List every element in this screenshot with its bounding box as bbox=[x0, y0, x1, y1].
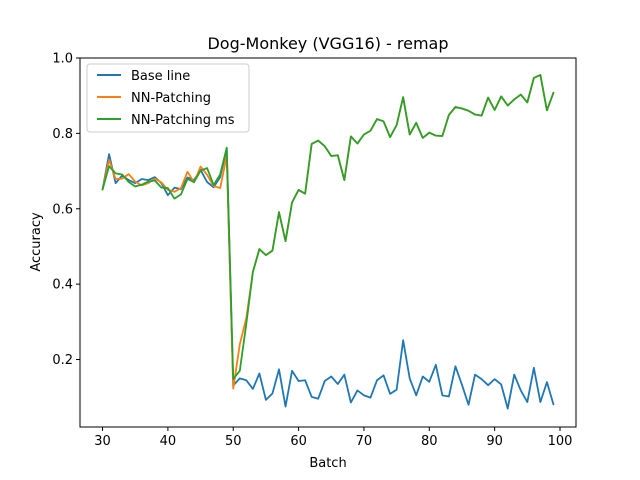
x-tick-label: 90 bbox=[486, 434, 503, 449]
x-tick-label: 100 bbox=[548, 434, 573, 449]
series-layer bbox=[101, 74, 555, 410]
legend-label-base-line: Base line bbox=[131, 69, 190, 84]
series-line-base-line bbox=[101, 147, 555, 410]
y-axis-label: Accuracy bbox=[29, 212, 44, 272]
x-tick-label: 50 bbox=[225, 434, 242, 449]
x-tick-label: 70 bbox=[356, 434, 373, 449]
plot-frame bbox=[79, 57, 577, 428]
x-tick-label: 60 bbox=[290, 434, 307, 449]
axes-layer: 30 40 50 60 70 80 90 100 0.2 0.4 0.6 0.8 1.0 bbox=[52, 52, 577, 449]
x-tick-label: 80 bbox=[421, 434, 438, 449]
x-tick-label: 30 bbox=[94, 434, 111, 449]
legend-box bbox=[86, 63, 250, 133]
y-tick-label: 0.8 bbox=[52, 127, 73, 142]
legend-label-nn-patching-ms: NN-Patching ms bbox=[131, 113, 235, 128]
y-tick-label: 1.0 bbox=[52, 52, 73, 67]
legend: Base line NN-Patching NN-Patching ms bbox=[86, 63, 250, 133]
y-tick-label: 0.2 bbox=[52, 353, 73, 368]
chart-title: Dog-Monkey (VGG16) - remap bbox=[207, 34, 448, 53]
x-tick-label: 40 bbox=[160, 434, 177, 449]
x-axis-label: Batch bbox=[309, 456, 346, 471]
y-tick-label: 0.6 bbox=[52, 202, 73, 217]
y-tick-label: 0.4 bbox=[52, 278, 73, 293]
series-line-nn-patching-ms bbox=[101, 74, 555, 381]
legend-label-nn-patching: NN-Patching bbox=[131, 91, 211, 106]
